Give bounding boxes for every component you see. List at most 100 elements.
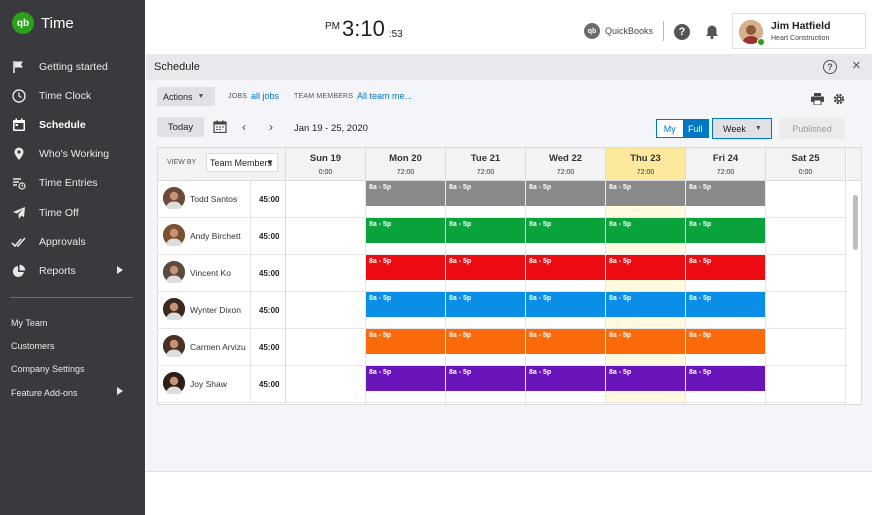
team-members-filter-link[interactable]: All team me... [357,91,413,101]
next-week-button[interactable]: › [269,120,273,134]
shift-time-label: 8a - 5p [609,221,632,228]
user-profile-card[interactable]: Jim Hatfield Heart Construction [732,13,866,49]
shift-block[interactable]: 8a - 5p [446,329,525,354]
day-header[interactable]: Mon 20 72:00 [366,148,446,181]
previous-week-button[interactable]: ‹ [242,120,246,134]
shift-block[interactable]: 8a - 5p [526,329,605,354]
view-by-dropdown[interactable]: Team Members ▼ [206,153,278,172]
sidebar-divider [10,297,133,298]
shift-block[interactable]: 8a - 5p [446,218,525,243]
shift-block[interactable]: 8a - 5p [526,181,605,206]
shift-block[interactable]: 8a - 5p [446,181,525,206]
shift-block[interactable]: 8a - 5p [686,255,765,280]
shift-time-label: 8a - 5p [449,369,472,376]
nav-item-company-settings[interactable]: Company Settings [0,358,145,381]
nav-item-time-entries[interactable]: Time Entries [0,169,145,198]
shift-block[interactable]: 8a - 5p [686,366,765,391]
shift-block[interactable]: 8a - 5p [366,366,445,391]
shift-block[interactable]: 8a - 5p [366,329,445,354]
nav-item-customers[interactable]: Customers [0,334,145,357]
bell-icon[interactable] [704,24,720,40]
vertical-scrollbar[interactable] [853,195,858,250]
cell-divider [250,218,251,254]
employee-total-hours: 45:00 [259,380,280,389]
shift-block[interactable]: 8a - 5p [446,255,525,280]
column-divider [525,181,526,404]
employee-name: Joy Shaw [190,379,227,389]
shift-block[interactable]: 8a - 5p [606,255,685,280]
day-header[interactable]: Fri 24 72:00 [686,148,766,181]
day-header[interactable]: Wed 22 72:00 [526,148,606,181]
employee-cell[interactable]: Todd Santos 45:00 [158,181,286,217]
quickbooks-link[interactable]: qb QuickBooks [584,23,653,39]
employee-cell[interactable]: Joy Shaw 45:00 [158,366,286,402]
nav-label: Approvals [39,235,86,248]
nav-item-reports[interactable]: Reports [0,256,145,285]
nav-item-approvals[interactable]: Approvals [0,227,145,256]
published-button[interactable]: Published [779,118,845,139]
nav-item-getting-started[interactable]: Getting started [0,52,145,81]
column-divider [365,181,366,404]
shift-block[interactable]: 8a - 5p [366,255,445,280]
shift-block[interactable]: 8a - 5p [526,366,605,391]
help-icon[interactable]: ? [674,24,690,40]
shift-time-label: 8a - 5p [689,258,712,265]
table-row: Vincent Ko 45:00 8a - 5p 8a - 5p 8a - 5p 8a -… [158,255,847,292]
employee-cell[interactable]: Andy Birchett 45:00 [158,218,286,254]
column-divider [445,181,446,404]
shift-block[interactable]: 8a - 5p [606,329,685,354]
day-total-hours: 72:00 [476,169,495,176]
nav-item-schedule[interactable]: Schedule [0,110,145,139]
employee-cell[interactable]: Wynter Dixon 45:00 [158,292,286,328]
actions-dropdown[interactable]: Actions ▼ [157,87,215,106]
nav-item-whos-working[interactable]: Who's Working [0,140,145,169]
employee-cell[interactable]: Carmen Arvizu 45:00 [158,329,286,365]
shift-block[interactable]: 8a - 5p [606,181,685,206]
day-header[interactable]: Thu 23 72:00 [606,148,686,181]
gear-icon[interactable] [833,92,845,110]
shift-block[interactable]: 8a - 5p [686,181,765,206]
nav-item-my-team[interactable]: My Team [0,311,145,334]
brand[interactable]: qb Time [12,12,74,34]
shift-block[interactable]: 8a - 5p [606,292,685,317]
nav-item-time-off[interactable]: Time Off [0,198,145,227]
jobs-filter-link[interactable]: all jobs [251,91,280,101]
day-header[interactable]: Sat 25 0:00 [766,148,846,181]
help-circle-icon[interactable]: ? [823,60,837,74]
shift-time-label: 8a - 5p [609,184,632,191]
shift-block[interactable]: 8a - 5p [686,329,765,354]
avatar [163,372,185,396]
print-icon[interactable] [811,92,824,110]
nav-item-feature-add-ons[interactable]: Feature Add-ons [0,381,145,404]
day-header[interactable]: Tue 21 72:00 [446,148,526,181]
shift-block[interactable]: 8a - 5p [366,292,445,317]
caret-down-icon: ▼ [197,93,205,100]
nav-label: Getting started [39,60,108,73]
nav-label: Feature Add-ons [11,387,78,398]
shift-block[interactable]: 8a - 5p [366,218,445,243]
full-schedule-toggle[interactable]: Full [682,120,708,137]
day-header[interactable]: Sun 19 0:00 [286,148,366,181]
view-by-label: VIEW BY [167,159,197,166]
nav-item-time-clock[interactable]: Time Clock [0,81,145,110]
shift-block[interactable]: 8a - 5p [606,218,685,243]
calendar-picker-icon[interactable] [213,120,227,138]
shift-block[interactable]: 8a - 5p [526,218,605,243]
shift-time-label: 8a - 5p [689,221,712,228]
shift-block[interactable]: 8a - 5p [526,292,605,317]
week-view-dropdown[interactable]: Week ▼ [712,118,772,139]
today-button[interactable]: Today [157,117,204,137]
close-icon[interactable]: × [852,57,861,74]
flag-icon [11,59,27,75]
shift-block[interactable]: 8a - 5p [686,218,765,243]
shift-block[interactable]: 8a - 5p [526,255,605,280]
employee-cell[interactable]: Vincent Ko 45:00 [158,255,286,291]
shift-block[interactable]: 8a - 5p [366,181,445,206]
shift-block[interactable]: 8a - 5p [446,292,525,317]
shift-time-label: 8a - 5p [689,369,712,376]
my-schedule-toggle[interactable]: My [657,120,683,137]
shift-block[interactable]: 8a - 5p [686,292,765,317]
shift-block[interactable]: 8a - 5p [446,366,525,391]
shift-time-label: 8a - 5p [449,332,472,339]
shift-block[interactable]: 8a - 5p [606,366,685,391]
